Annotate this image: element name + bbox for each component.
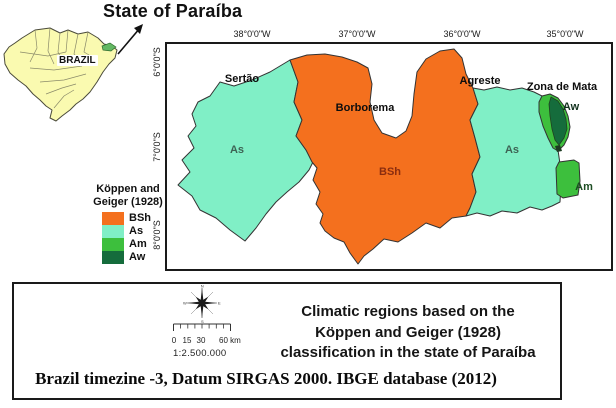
zone-label-bsh: BSh xyxy=(379,166,401,178)
region-label-agreste: Agreste xyxy=(459,75,501,87)
brazil-state-borders xyxy=(19,27,95,109)
paraiba-climate-map xyxy=(177,48,581,265)
legend-swatch-as xyxy=(102,225,124,238)
x-axis-label-37w: 37°0'0"W xyxy=(338,29,376,39)
footer-panel: N S E W 0 15 30 60 km 1:2.500.000 Climat… xyxy=(12,282,562,400)
climate-legend: Köppen and Geiger (1928) BSh As Am Aw xyxy=(82,183,174,264)
x-axis-label-35w: 35°0'0"W xyxy=(546,29,584,39)
legend-item-as: As xyxy=(82,225,174,238)
scale-label-60km: 60 km xyxy=(219,336,241,345)
legend-swatch-aw xyxy=(102,251,124,264)
brazil-label: BRAZIL xyxy=(57,55,98,66)
zone-label-as-west: As xyxy=(229,144,245,156)
climate-zone-as-east[interactable] xyxy=(465,86,562,217)
caption-line-1: Climatic regions based on the xyxy=(301,303,515,320)
climate-zone-bsh[interactable] xyxy=(289,48,481,265)
caption-line-3: classification in the state of Paraíba xyxy=(280,344,536,361)
caption-line-2: Köppen and Geiger (1928) xyxy=(315,323,501,341)
datum-attribution: Brazil timezine -3, Datum SIRGAS 2000. I… xyxy=(35,369,497,388)
page-title: State of Paraíba xyxy=(103,1,243,21)
scale-label-30: 30 xyxy=(196,336,206,345)
scale-ratio: 1:2.500.000 xyxy=(173,348,227,359)
compass-w: W xyxy=(183,301,187,306)
scale-bar xyxy=(173,323,231,331)
climate-zone-as-west[interactable] xyxy=(177,59,315,242)
compass-rose-icon: N S E W xyxy=(183,284,221,324)
region-label-sertao: Sertão xyxy=(224,73,260,85)
region-label-borborema: Borborema xyxy=(335,102,395,114)
x-axis-label-36w: 36°0'0"W xyxy=(443,29,481,39)
legend-swatch-bsh xyxy=(102,212,124,225)
legend-swatch-am xyxy=(102,238,124,251)
legend-title-line2: Geiger (1928) xyxy=(93,196,163,208)
zone-label-as-east: As xyxy=(504,144,520,156)
compass-e: E xyxy=(218,301,221,306)
brazil-outline xyxy=(3,27,118,122)
legend-item-bsh: BSh xyxy=(82,212,174,225)
coast-dot xyxy=(555,145,562,152)
y-axis-label-7s: 7°0'0"S xyxy=(152,132,162,162)
legend-item-aw: Aw xyxy=(82,251,174,264)
paraiba-state-highlight xyxy=(101,42,117,52)
paraiba-map-frame: Sertão Borborema Agreste Zona de Mata As… xyxy=(165,42,613,271)
climate-zone-am-south[interactable] xyxy=(555,159,581,199)
region-label-zona-de-mata: Zona de Mata xyxy=(526,81,598,93)
zone-label-aw: Aw xyxy=(562,101,580,113)
legend-code-bsh: BSh xyxy=(129,212,151,224)
legend-code-as: As xyxy=(129,225,144,237)
climate-zone-aw[interactable] xyxy=(548,96,568,146)
legend-title-line1: Köppen and xyxy=(96,183,160,195)
compass-n: N xyxy=(201,284,204,289)
map-caption: Climatic regions based on the Köppen and… xyxy=(262,302,554,364)
legend-code-aw: Aw xyxy=(129,251,146,263)
y-axis-label-8s: 8°0'0"S xyxy=(152,220,162,250)
locator-arrow-icon xyxy=(117,24,143,55)
legend-code-am: Am xyxy=(129,238,147,250)
y-axis-label-6s: 6°0'0"S xyxy=(152,47,162,77)
compass-s: S xyxy=(201,319,204,324)
scale-label-0: 0 xyxy=(171,336,177,345)
scale-label-15: 15 xyxy=(182,336,192,345)
zone-label-am: Am xyxy=(575,181,593,193)
legend-item-am: Am xyxy=(82,238,174,251)
x-axis-label-38w: 38°0'0"W xyxy=(233,29,271,39)
brazil-inset-map xyxy=(3,27,118,122)
